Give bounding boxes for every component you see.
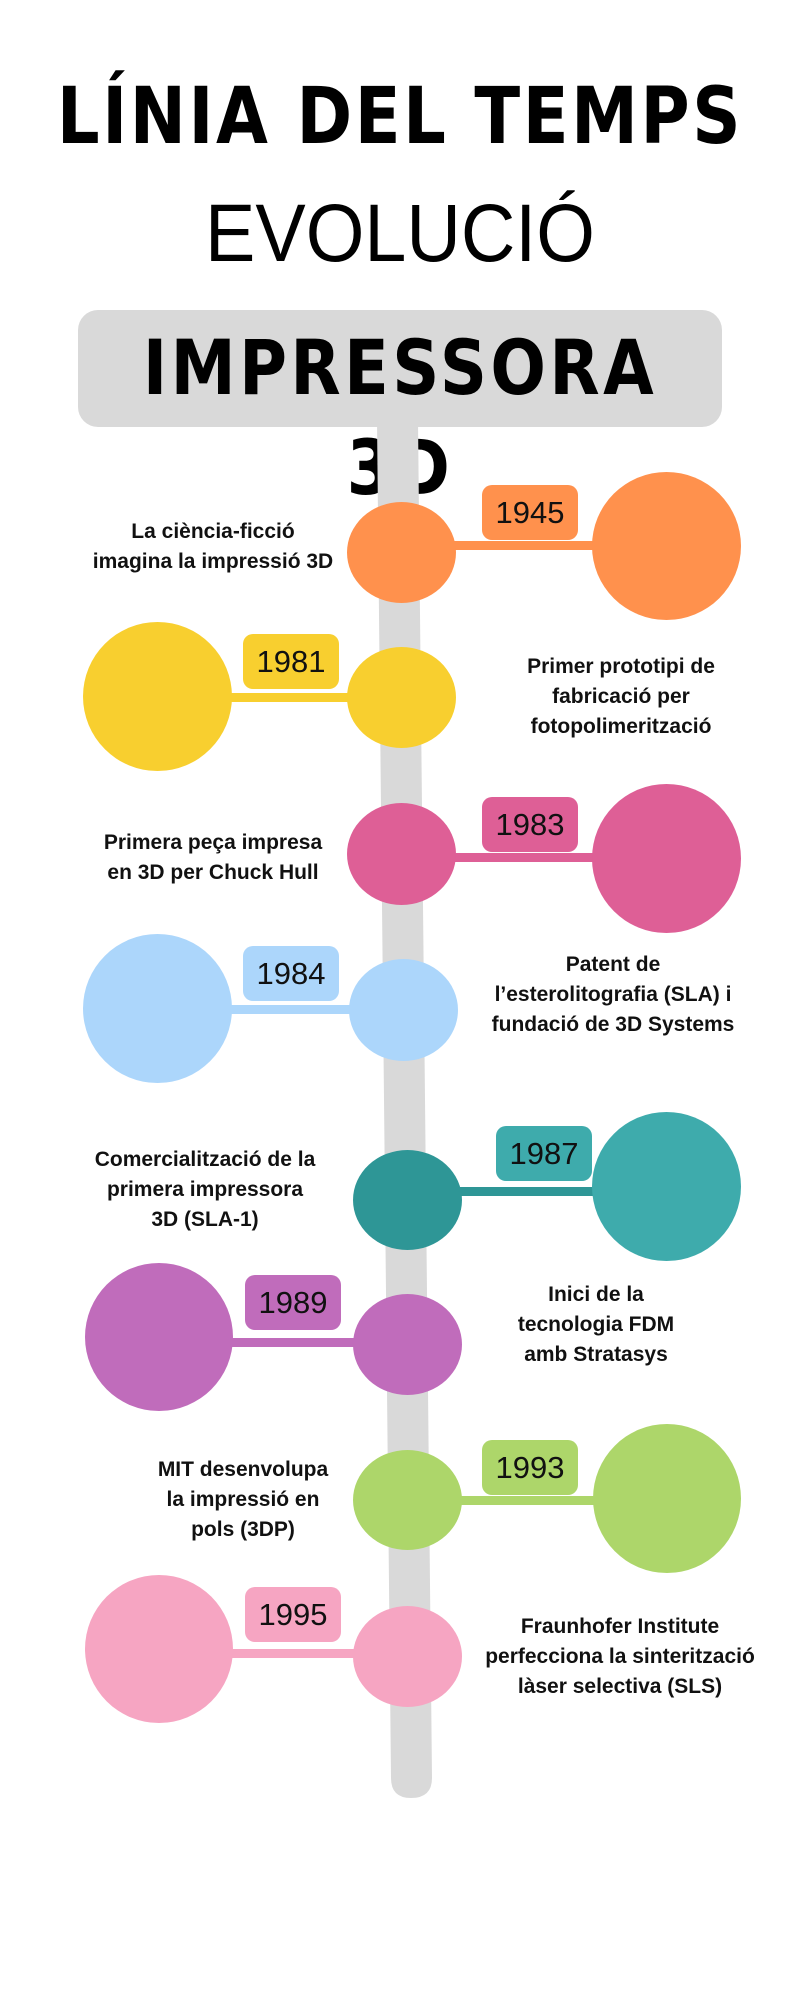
- timeline-node: [347, 803, 456, 905]
- year-badge: 1983: [482, 797, 578, 852]
- title-banner: [78, 310, 722, 427]
- description-line: Inici de la: [548, 1283, 644, 1306]
- year-badge: 1984: [243, 946, 339, 1001]
- year-badge: 1981: [243, 634, 339, 689]
- connector-line: [440, 541, 610, 550]
- year-badge: 1945: [482, 485, 578, 540]
- timeline-node: [353, 1150, 462, 1250]
- event-description: MIT desenvolupa la impressió en pols (3D…: [98, 1455, 388, 1545]
- event-description: Primera peça impresa en 3D per Chuck Hul…: [68, 828, 358, 888]
- timeline-node: [349, 959, 458, 1061]
- event-description: Inici de la tecnologia FDM amb Stratasys: [456, 1280, 736, 1370]
- timeline-node: [353, 1606, 462, 1707]
- connector-line: [440, 853, 610, 862]
- connector-line: [215, 1649, 370, 1658]
- description-line: fundació de 3D Systems: [491, 1013, 735, 1036]
- description-line: pols (3DP): [191, 1518, 295, 1541]
- connector-line: [215, 693, 365, 702]
- timeline-node: [347, 647, 456, 748]
- connector-line: [215, 1005, 365, 1014]
- event-description: Patent de l’esterolitografia (SLA) i fun…: [458, 950, 768, 1040]
- description-line: Primera peça impresa: [103, 831, 323, 854]
- decorative-circle: [85, 1575, 233, 1723]
- event-description: La ciència-ficció imagina la impressió 3…: [68, 517, 358, 577]
- decorative-circle: [83, 934, 232, 1083]
- event-description: Primer prototipi de fabricació per fotop…: [476, 652, 766, 742]
- year-badge: 1989: [245, 1275, 341, 1330]
- description-line: imagina la impressió 3D: [92, 550, 334, 573]
- description-line: MIT desenvolupa: [157, 1458, 329, 1481]
- event-description: Fraunhofer Institute perfecciona la sint…: [460, 1612, 780, 1702]
- decorative-circle: [592, 1112, 741, 1261]
- description-line: tecnologia FDM: [517, 1313, 675, 1336]
- description-line: amb Stratasys: [524, 1343, 668, 1366]
- description-line: la impressió en: [166, 1488, 320, 1511]
- connector-line: [215, 1338, 370, 1347]
- description-line: en 3D per Chuck Hull: [107, 861, 319, 884]
- decorative-circle: [592, 784, 741, 933]
- decorative-circle: [85, 1263, 233, 1411]
- description-line: Comercialització de la: [94, 1148, 316, 1171]
- description-line: primera impressora: [106, 1178, 304, 1201]
- event-description: Comercialització de la primera impressor…: [60, 1145, 350, 1235]
- page-subtitle: EVOLUCIÓ: [205, 188, 595, 279]
- description-line: l’esterolitografia (SLA) i: [494, 983, 732, 1006]
- description-line: Fraunhofer Institute: [520, 1615, 720, 1638]
- page-title: LÍNIA DEL TEMPS: [56, 72, 744, 162]
- description-line: La ciència-ficció: [131, 520, 295, 543]
- description-line: perfecciona la sinterització: [485, 1645, 755, 1668]
- decorative-circle: [83, 622, 232, 771]
- description-line: 3D (SLA-1): [151, 1208, 259, 1231]
- year-badge: 1987: [496, 1126, 592, 1181]
- decorative-circle: [593, 1424, 741, 1573]
- year-badge: 1993: [482, 1440, 578, 1495]
- timeline-node: [353, 1450, 462, 1550]
- timeline-node: [347, 502, 456, 603]
- year-badge: 1995: [245, 1587, 341, 1642]
- connector-line: [445, 1496, 610, 1505]
- description-line: fotopolimerització: [530, 715, 712, 738]
- timeline-node: [353, 1294, 462, 1395]
- decorative-circle: [592, 472, 741, 620]
- connector-line: [450, 1187, 610, 1196]
- description-line: Primer prototipi de: [527, 655, 715, 678]
- description-line: Patent de: [565, 953, 661, 976]
- description-line: làser selectiva (SLS): [517, 1675, 723, 1698]
- description-line: fabricació per: [552, 685, 690, 708]
